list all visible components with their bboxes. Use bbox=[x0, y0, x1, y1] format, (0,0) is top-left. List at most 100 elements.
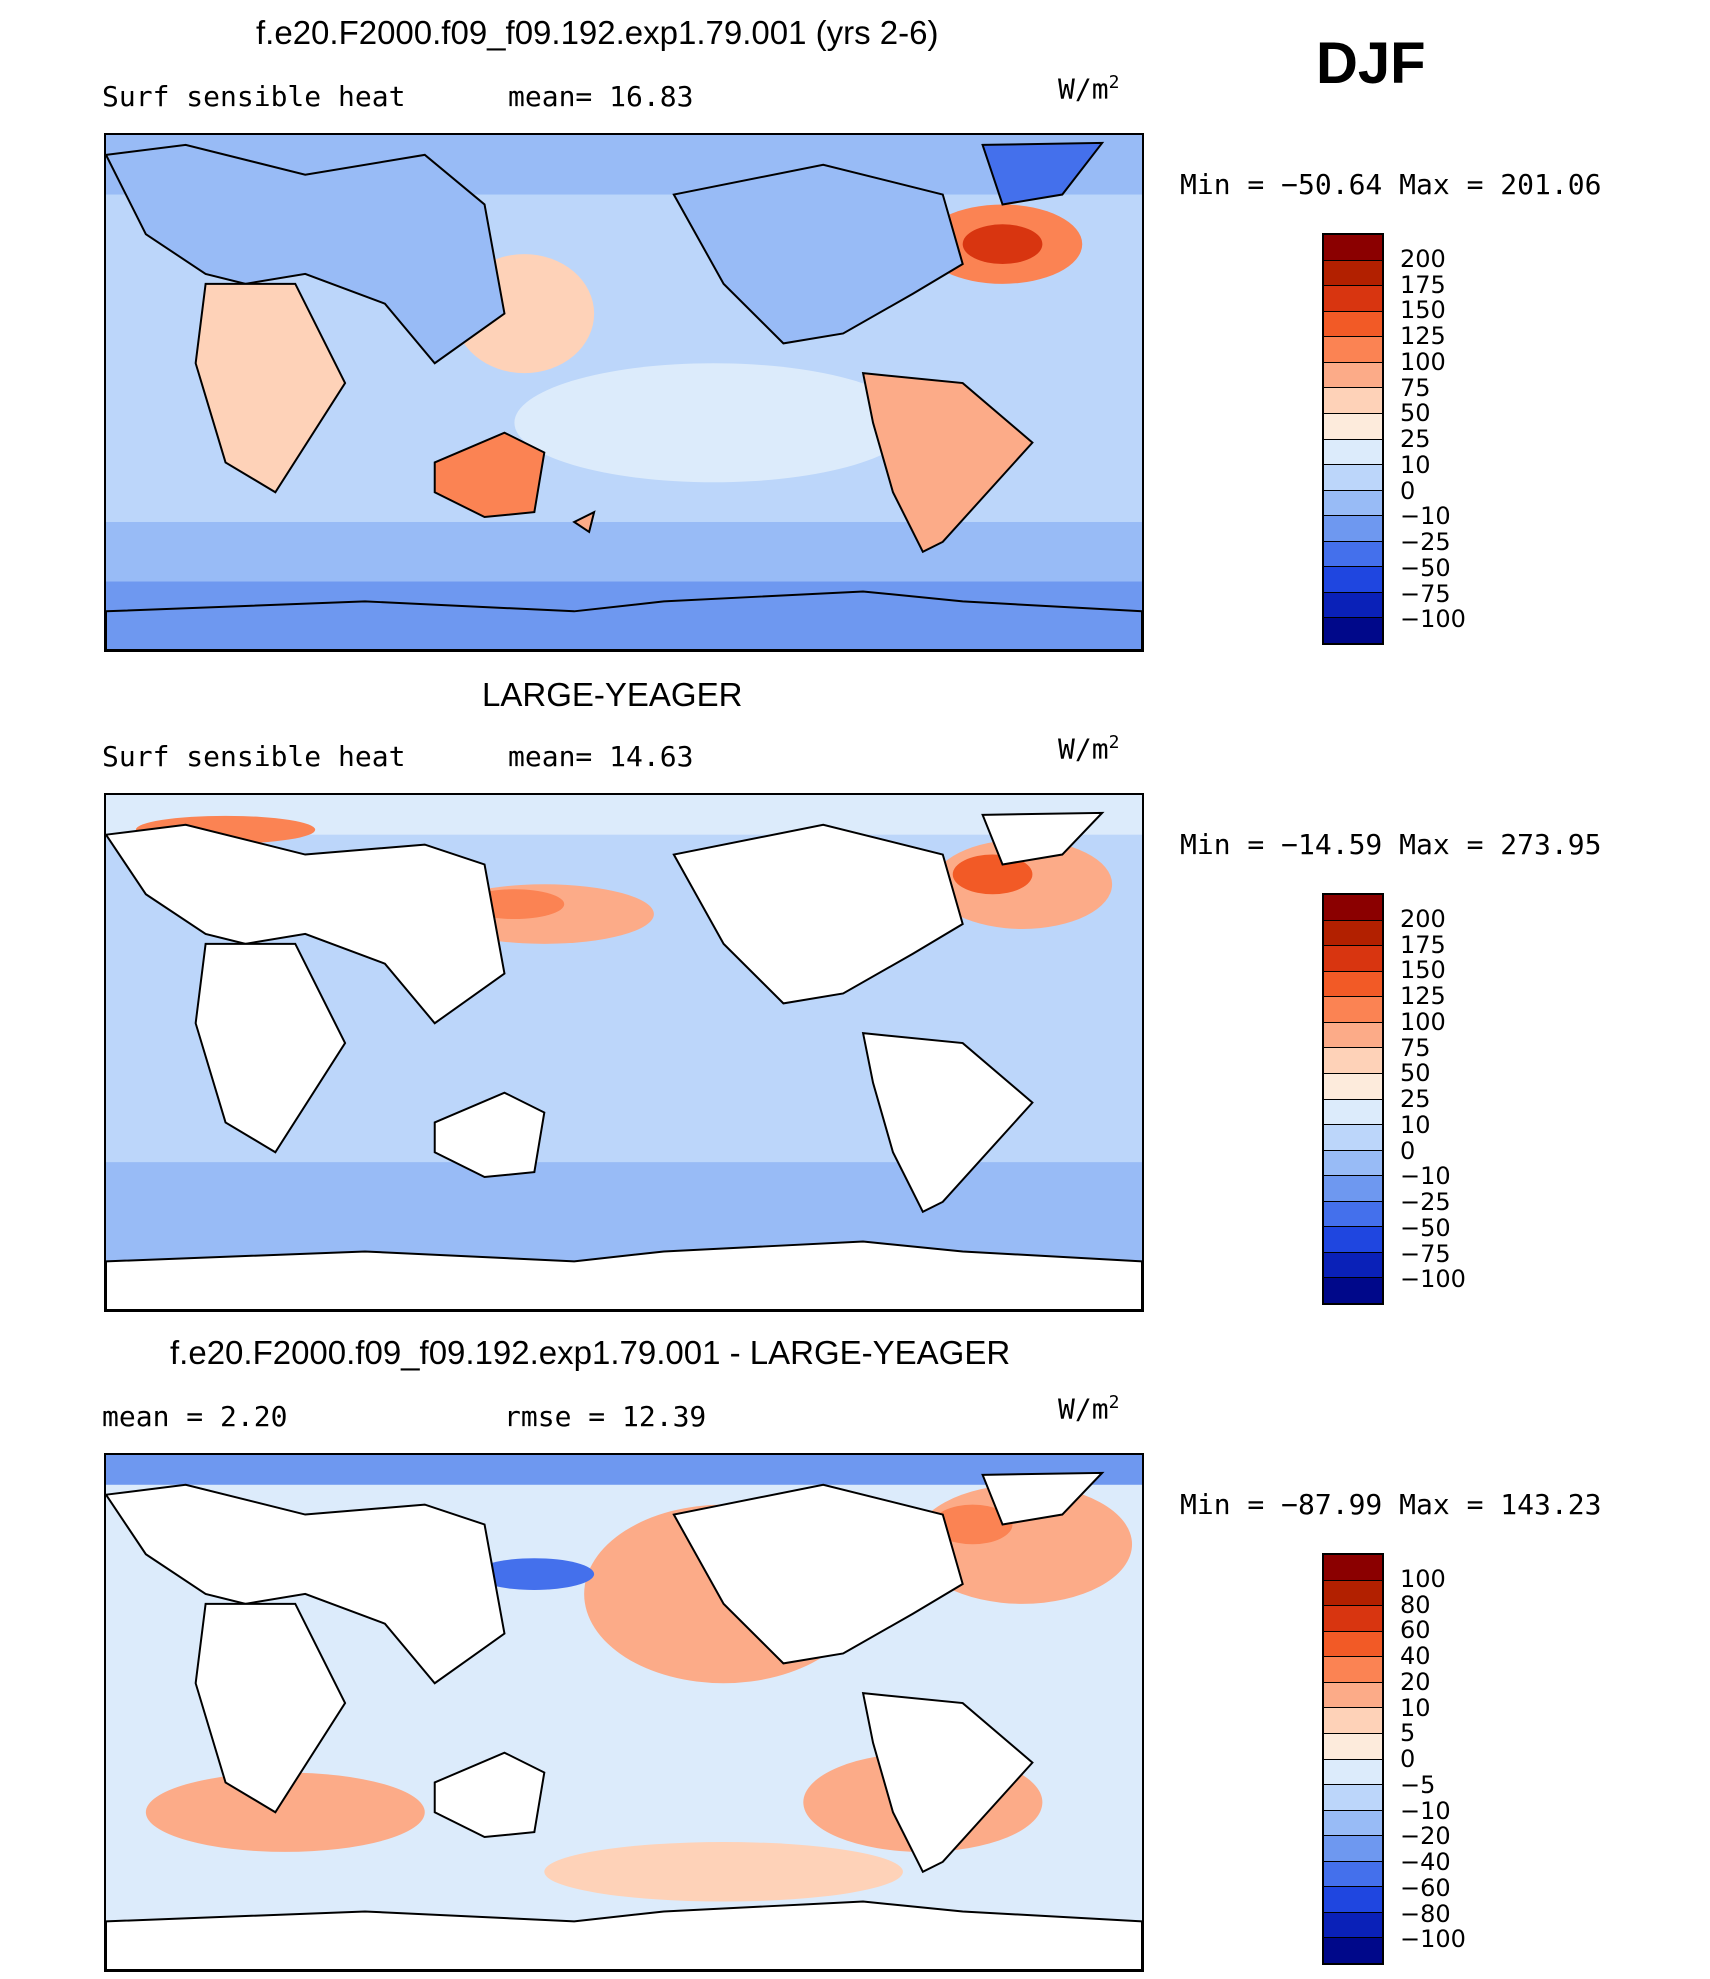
colorbar-tick-label: −100 bbox=[1400, 1265, 1466, 1294]
colorbar-segment bbox=[1324, 1201, 1382, 1228]
colorbar-tick-label: 125 bbox=[1400, 322, 1446, 350]
colorbar-segment bbox=[1324, 1606, 1382, 1632]
colorbar-segment bbox=[1324, 388, 1382, 414]
colorbar-tick-label: −20 bbox=[1400, 1822, 1451, 1851]
colorbar-segment bbox=[1324, 235, 1382, 261]
colorbar-segment bbox=[1324, 1555, 1382, 1581]
panel-2-colorbar bbox=[1322, 893, 1384, 1305]
panel-2-units: W/m2 bbox=[1058, 732, 1120, 766]
colorbar-segment bbox=[1324, 592, 1382, 619]
colorbar-segment bbox=[1324, 946, 1382, 972]
panel-2-title: LARGE-YEAGER bbox=[482, 676, 743, 713]
colorbar-tick-label: 150 bbox=[1400, 296, 1446, 325]
colorbar-tick-label: 5 bbox=[1400, 1719, 1416, 1748]
colorbar-tick-label: 200 bbox=[1400, 244, 1446, 273]
colorbar-tick-label: 200 bbox=[1400, 904, 1446, 933]
colorbar-tick-label: 50 bbox=[1400, 1059, 1431, 1088]
panel-2-variable-label: Surf sensible heat bbox=[102, 740, 406, 773]
colorbar-segment bbox=[1324, 1887, 1382, 1913]
colorbar-tick-label: −50 bbox=[1400, 1213, 1451, 1242]
colorbar-tick-label: 10 bbox=[1400, 1693, 1431, 1722]
panel-3-units: W/m2 bbox=[1058, 1392, 1120, 1426]
colorbar-tick-label: −10 bbox=[1400, 1162, 1451, 1191]
colorbar-tick-label: 100 bbox=[1400, 1007, 1446, 1036]
colorbar-segment bbox=[1324, 541, 1382, 568]
colorbar-tick-label: −100 bbox=[1400, 605, 1466, 634]
panel-1-variable-label: Surf sensible heat bbox=[102, 80, 406, 113]
colorbar-segment bbox=[1324, 1631, 1382, 1658]
colorbar-segment bbox=[1324, 895, 1382, 921]
panel-3-colorbar bbox=[1322, 1553, 1384, 1965]
colorbar-segment bbox=[1324, 311, 1382, 338]
season-label: DJF bbox=[1316, 31, 1426, 96]
colorbar-segment bbox=[1324, 971, 1382, 998]
colorbar-tick-label: 125 bbox=[1400, 982, 1446, 1010]
colorbar-segment bbox=[1324, 1125, 1382, 1151]
colorbar-segment bbox=[1324, 1073, 1382, 1100]
colorbar-segment bbox=[1324, 1227, 1382, 1253]
colorbar-segment bbox=[1324, 1252, 1382, 1279]
colorbar-tick-label: 10 bbox=[1400, 1110, 1431, 1139]
colorbar-segment bbox=[1324, 1785, 1382, 1811]
colorbar-tick-label: −60 bbox=[1400, 1873, 1451, 1902]
colorbar-tick-label: 175 bbox=[1400, 930, 1446, 959]
panel-2-map-svg bbox=[106, 795, 1142, 1310]
colorbar-tick-label: 20 bbox=[1400, 1667, 1431, 1696]
panel-3-mean-label: mean = 2.20 bbox=[102, 1400, 288, 1433]
colorbar-tick-label: −80 bbox=[1400, 1899, 1451, 1928]
colorbar-tick-label: −5 bbox=[1400, 1770, 1436, 1799]
colorbar-tick-label: −10 bbox=[1400, 1796, 1451, 1825]
colorbar-tick-label: −75 bbox=[1400, 1239, 1451, 1268]
colorbar-segment bbox=[1324, 1022, 1382, 1049]
colorbar-segment bbox=[1324, 465, 1382, 491]
colorbar-segment bbox=[1324, 1810, 1382, 1837]
colorbar-tick-label: 0 bbox=[1400, 1745, 1416, 1773]
colorbar-tick-label: −25 bbox=[1400, 1188, 1451, 1216]
colorbar-tick-label: 100 bbox=[1400, 1564, 1446, 1593]
colorbar-segment bbox=[1324, 337, 1382, 363]
colorbar-tick-label: −40 bbox=[1400, 1848, 1451, 1876]
colorbar-tick-label: 150 bbox=[1400, 956, 1446, 985]
colorbar-segment bbox=[1324, 1278, 1382, 1303]
colorbar-segment bbox=[1324, 260, 1382, 287]
colorbar-segment bbox=[1324, 1708, 1382, 1734]
colorbar-tick-label: 25 bbox=[1400, 425, 1431, 453]
panel-3-title: f.e20.F2000.f09_f09.192.exp1.79.001 - LA… bbox=[170, 1334, 1011, 1371]
colorbar-tick-label: 175 bbox=[1400, 270, 1446, 299]
colorbar-segment bbox=[1324, 413, 1382, 440]
panel-2-min-max: Min = −14.59 Max = 273.95 bbox=[1180, 828, 1602, 861]
colorbar-segment bbox=[1324, 1938, 1382, 1963]
panel-1-title: f.e20.F2000.f09_f09.192.exp1.79.001 (yrs… bbox=[256, 14, 939, 51]
colorbar-segment bbox=[1324, 1176, 1382, 1202]
colorbar-segment bbox=[1324, 1150, 1382, 1177]
colorbar-segment bbox=[1324, 1759, 1382, 1786]
colorbar-segment bbox=[1324, 490, 1382, 517]
colorbar-segment bbox=[1324, 1836, 1382, 1862]
colorbar-tick-label: 100 bbox=[1400, 347, 1446, 376]
colorbar-tick-label: −75 bbox=[1400, 579, 1451, 608]
colorbar-segment bbox=[1324, 567, 1382, 593]
colorbar-tick-label: 40 bbox=[1400, 1642, 1431, 1670]
colorbar-tick-label: −25 bbox=[1400, 528, 1451, 556]
panel-3-map-svg bbox=[106, 1455, 1142, 1970]
panel-3-min-max: Min = −87.99 Max = 143.23 bbox=[1180, 1488, 1602, 1521]
colorbar-segment bbox=[1324, 1861, 1382, 1888]
colorbar-tick-label: 25 bbox=[1400, 1085, 1431, 1113]
colorbar-segment bbox=[1324, 516, 1382, 542]
colorbar-tick-label: −10 bbox=[1400, 502, 1451, 531]
panel-1-min-max: Min = −50.64 Max = 201.06 bbox=[1180, 168, 1602, 201]
colorbar-segment bbox=[1324, 286, 1382, 312]
colorbar-segment bbox=[1324, 1657, 1382, 1683]
colorbar-tick-label: 0 bbox=[1400, 476, 1416, 505]
colorbar-tick-label: −100 bbox=[1400, 1925, 1466, 1954]
colorbar-segment bbox=[1324, 920, 1382, 947]
colorbar-tick-label: 0 bbox=[1400, 1136, 1416, 1165]
colorbar-segment bbox=[1324, 1733, 1382, 1760]
panel-3-rmse-label: rmse = 12.39 bbox=[504, 1400, 707, 1433]
colorbar-segment bbox=[1324, 997, 1382, 1023]
panel-1-colorbar bbox=[1322, 233, 1384, 645]
colorbar-tick-label: 75 bbox=[1400, 373, 1431, 402]
colorbar-segment bbox=[1324, 1048, 1382, 1074]
colorbar-segment bbox=[1324, 439, 1382, 466]
colorbar-segment bbox=[1324, 618, 1382, 643]
